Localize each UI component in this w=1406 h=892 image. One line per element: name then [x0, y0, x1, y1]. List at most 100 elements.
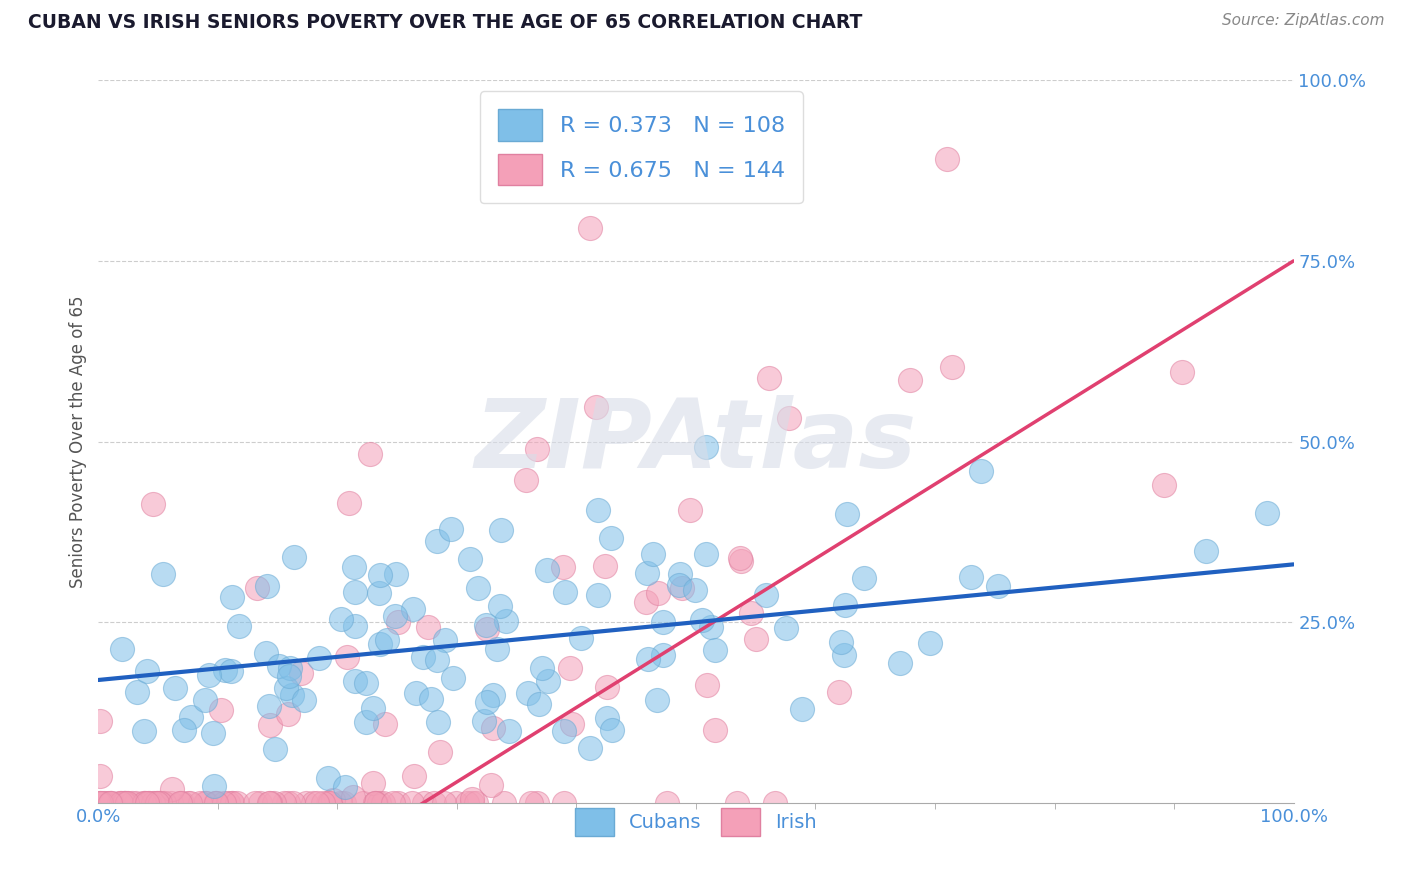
Point: [599, 531, 621, 545]
Point: [246, 581, 269, 595]
Point: [401, 796, 423, 810]
Y-axis label: Seniors Poverty Over the Age of 65: Seniors Poverty Over the Age of 65: [69, 295, 87, 588]
Point: [204, 796, 226, 810]
Point: [526, 442, 548, 456]
Point: [364, 796, 387, 810]
Point: [516, 686, 538, 700]
Point: [440, 522, 463, 536]
Point: [778, 410, 800, 425]
Point: [792, 702, 814, 716]
Point: [704, 723, 727, 738]
Point: [595, 680, 617, 694]
Point: [100, 796, 122, 810]
Point: [301, 796, 323, 810]
Point: [775, 621, 797, 635]
Point: [329, 796, 352, 810]
Point: [91, 796, 114, 810]
Point: [132, 796, 155, 810]
Point: [209, 703, 232, 717]
Point: [423, 796, 446, 810]
Point: [100, 796, 122, 810]
Point: [695, 547, 717, 561]
Point: [889, 656, 911, 670]
Point: [426, 533, 449, 548]
Point: [283, 550, 305, 565]
Point: [125, 796, 148, 810]
Point: [472, 714, 495, 728]
Point: [441, 671, 464, 685]
Point: [579, 221, 602, 235]
Text: ZIPAtlas: ZIPAtlas: [475, 395, 917, 488]
Point: [745, 632, 768, 646]
Point: [333, 780, 356, 794]
Point: [152, 567, 174, 582]
Point: [97, 796, 120, 810]
Point: [475, 617, 498, 632]
Point: [292, 693, 315, 707]
Point: [740, 606, 762, 620]
Point: [671, 581, 693, 595]
Point: [375, 632, 398, 647]
Point: [198, 668, 221, 682]
Legend: Cubans, Irish: Cubans, Irish: [567, 801, 825, 844]
Point: [755, 588, 778, 602]
Point: [257, 698, 280, 713]
Point: [477, 695, 499, 709]
Point: [655, 796, 678, 810]
Point: [89, 796, 111, 810]
Point: [117, 796, 139, 810]
Point: [634, 595, 657, 609]
Point: [600, 723, 623, 737]
Point: [695, 440, 717, 454]
Point: [690, 613, 713, 627]
Point: [987, 579, 1010, 593]
Point: [935, 152, 957, 166]
Point: [475, 622, 498, 636]
Text: Source: ZipAtlas.com: Source: ZipAtlas.com: [1222, 13, 1385, 29]
Point: [149, 796, 172, 810]
Point: [149, 796, 172, 810]
Point: [668, 578, 690, 592]
Point: [679, 502, 702, 516]
Point: [138, 796, 160, 810]
Text: CUBAN VS IRISH SENIORS POVERTY OVER THE AGE OF 65 CORRELATION CHART: CUBAN VS IRISH SENIORS POVERTY OVER THE …: [28, 13, 862, 32]
Point: [429, 745, 451, 759]
Point: [593, 559, 616, 574]
Point: [569, 632, 592, 646]
Point: [537, 674, 560, 689]
Point: [427, 714, 450, 729]
Point: [730, 554, 752, 568]
Point: [121, 796, 143, 810]
Point: [160, 796, 183, 810]
Point: [651, 615, 673, 629]
Point: [561, 717, 583, 731]
Point: [194, 692, 217, 706]
Point: [219, 664, 242, 678]
Point: [387, 796, 409, 810]
Point: [553, 724, 575, 739]
Point: [204, 796, 226, 810]
Point: [107, 796, 129, 810]
Point: [385, 567, 408, 582]
Point: [461, 796, 484, 810]
Point: [527, 698, 550, 712]
Point: [364, 796, 387, 810]
Point: [412, 649, 434, 664]
Point: [465, 796, 488, 810]
Point: [115, 796, 138, 810]
Point: [368, 796, 391, 810]
Point: [433, 632, 456, 647]
Point: [221, 796, 243, 810]
Point: [491, 523, 513, 537]
Point: [138, 796, 160, 810]
Point: [554, 585, 576, 599]
Point: [134, 796, 156, 810]
Point: [342, 790, 364, 805]
Point: [110, 796, 132, 810]
Point: [579, 741, 602, 756]
Point: [254, 647, 277, 661]
Point: [263, 741, 285, 756]
Point: [728, 551, 751, 566]
Point: [832, 648, 855, 663]
Point: [322, 793, 344, 807]
